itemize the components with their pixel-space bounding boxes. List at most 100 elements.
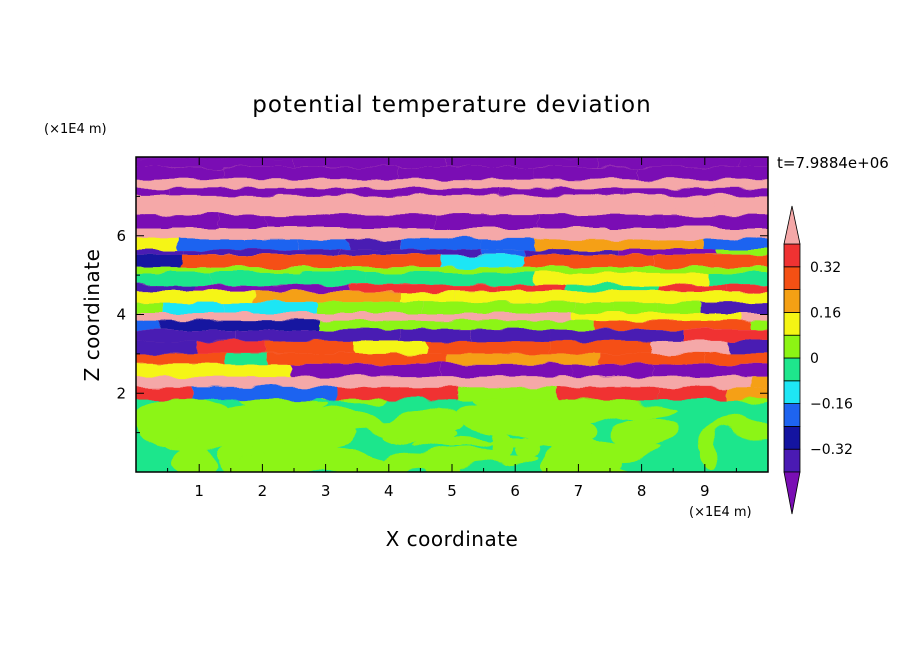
upper-field-band xyxy=(136,267,280,273)
upper-field-band xyxy=(136,353,226,365)
y-axis-unit: (×1E4 m) xyxy=(44,122,107,137)
upper-field-band xyxy=(386,313,490,321)
upper-field-band xyxy=(423,302,574,314)
upper-field-band xyxy=(336,387,458,400)
upper-field-band xyxy=(622,376,752,388)
upper-field-band xyxy=(653,254,757,268)
upper-field-band xyxy=(159,320,319,330)
upper-field-band xyxy=(480,239,536,250)
upper-field-band xyxy=(470,329,551,341)
lower-layer-field xyxy=(136,381,768,472)
upper-field-band xyxy=(136,195,273,208)
upper-field-band xyxy=(446,158,599,167)
colorbar-tick-label: −0.16 xyxy=(810,397,853,413)
upper-field-band xyxy=(136,285,195,292)
chart-title: potential temperature deviation xyxy=(252,92,651,118)
upper-field-band xyxy=(191,387,337,400)
upper-field-band xyxy=(573,302,615,314)
upper-field-band xyxy=(210,272,366,286)
upper-field-band xyxy=(600,353,706,365)
upper-field-band xyxy=(136,215,219,229)
upper-field-band xyxy=(170,188,348,196)
upper-field-band xyxy=(683,329,768,341)
upper-field-band xyxy=(136,387,192,400)
colorbar-extend-min xyxy=(783,471,801,515)
colorbar-swatch xyxy=(783,380,801,404)
x-axis-unit: (×1E4 m) xyxy=(689,505,752,520)
upper-field-band xyxy=(440,267,548,273)
upper-field-band xyxy=(489,313,573,321)
upper-field-band xyxy=(532,166,640,180)
upper-field-band xyxy=(522,179,683,189)
lower-field-patch xyxy=(450,457,487,469)
upper-field-band xyxy=(413,179,461,189)
upper-field-band xyxy=(700,302,768,314)
lower-field-patch xyxy=(479,417,571,433)
upper-field-band xyxy=(614,302,658,314)
upper-field-band xyxy=(575,291,687,303)
upper-field-band xyxy=(664,215,768,229)
upper-field-band xyxy=(136,376,244,388)
upper-field-band xyxy=(400,329,471,341)
upper-field-band xyxy=(161,302,224,314)
upper-field-band xyxy=(657,302,701,314)
upper-field-band xyxy=(177,239,297,250)
x-tick-label: 7 xyxy=(574,482,584,500)
upper-field-band xyxy=(594,320,752,330)
upper-field-band xyxy=(617,249,717,255)
upper-field-band xyxy=(651,340,730,354)
upper-field-band xyxy=(773,196,904,207)
upper-field-band xyxy=(550,329,684,341)
lower-field-patch xyxy=(172,445,221,472)
upper-field-band xyxy=(336,313,387,321)
x-tick-label: 9 xyxy=(700,482,710,500)
upper-field-band xyxy=(675,207,733,216)
upper-field-band xyxy=(136,249,184,255)
upper-field-band xyxy=(435,215,537,229)
upper-field-band xyxy=(136,228,210,240)
upper-field-band xyxy=(469,228,514,240)
upper-field-band xyxy=(253,291,401,303)
x-tick-label: 5 xyxy=(447,482,457,500)
y-tick-label: 6 xyxy=(116,227,126,245)
upper-field-band xyxy=(536,215,665,229)
upper-field-band xyxy=(354,340,427,354)
upper-field-band xyxy=(523,249,618,255)
upper-field-band xyxy=(290,364,441,377)
upper-field-band xyxy=(136,254,183,268)
colorbar-extend-max xyxy=(783,205,801,245)
x-tick-label: 4 xyxy=(384,482,394,500)
colorbar-swatch xyxy=(783,289,801,313)
lower-field-patch xyxy=(536,448,582,472)
upper-field-band xyxy=(351,254,441,268)
y-axis-ticks: 2 4 6 xyxy=(116,195,768,434)
lower-field-patch xyxy=(390,409,467,435)
upper-field-band xyxy=(496,285,567,292)
upper-field-band xyxy=(513,228,672,240)
upper-field-band xyxy=(136,329,236,341)
upper-field-band xyxy=(686,291,768,303)
upper-field-band xyxy=(400,239,481,250)
upper-field-band xyxy=(727,285,768,292)
upper-field-band xyxy=(318,320,438,330)
upper-field-band xyxy=(409,249,482,255)
upper-field-band xyxy=(481,249,524,255)
lower-field-patch xyxy=(710,422,768,438)
lower-field-patch xyxy=(700,438,723,466)
upper-field-band xyxy=(223,302,318,314)
colorbar-swatch xyxy=(783,357,801,382)
upper-field-band xyxy=(136,207,226,216)
y-axis-label: Z coordinate xyxy=(80,249,104,382)
upper-field-band xyxy=(197,340,265,354)
colorbar-tick-label: 0.16 xyxy=(810,305,841,321)
upper-field-band xyxy=(336,179,414,189)
lower-field-patch xyxy=(481,437,547,448)
upper-field-band xyxy=(294,158,447,167)
upper-field-band xyxy=(682,179,768,189)
x-tick-label: 3 xyxy=(321,482,331,500)
upper-field-band xyxy=(194,285,351,292)
upper-field-band xyxy=(652,364,768,377)
upper-field-band xyxy=(347,188,501,196)
upper-field-band xyxy=(136,302,162,314)
colorbar xyxy=(783,205,801,515)
